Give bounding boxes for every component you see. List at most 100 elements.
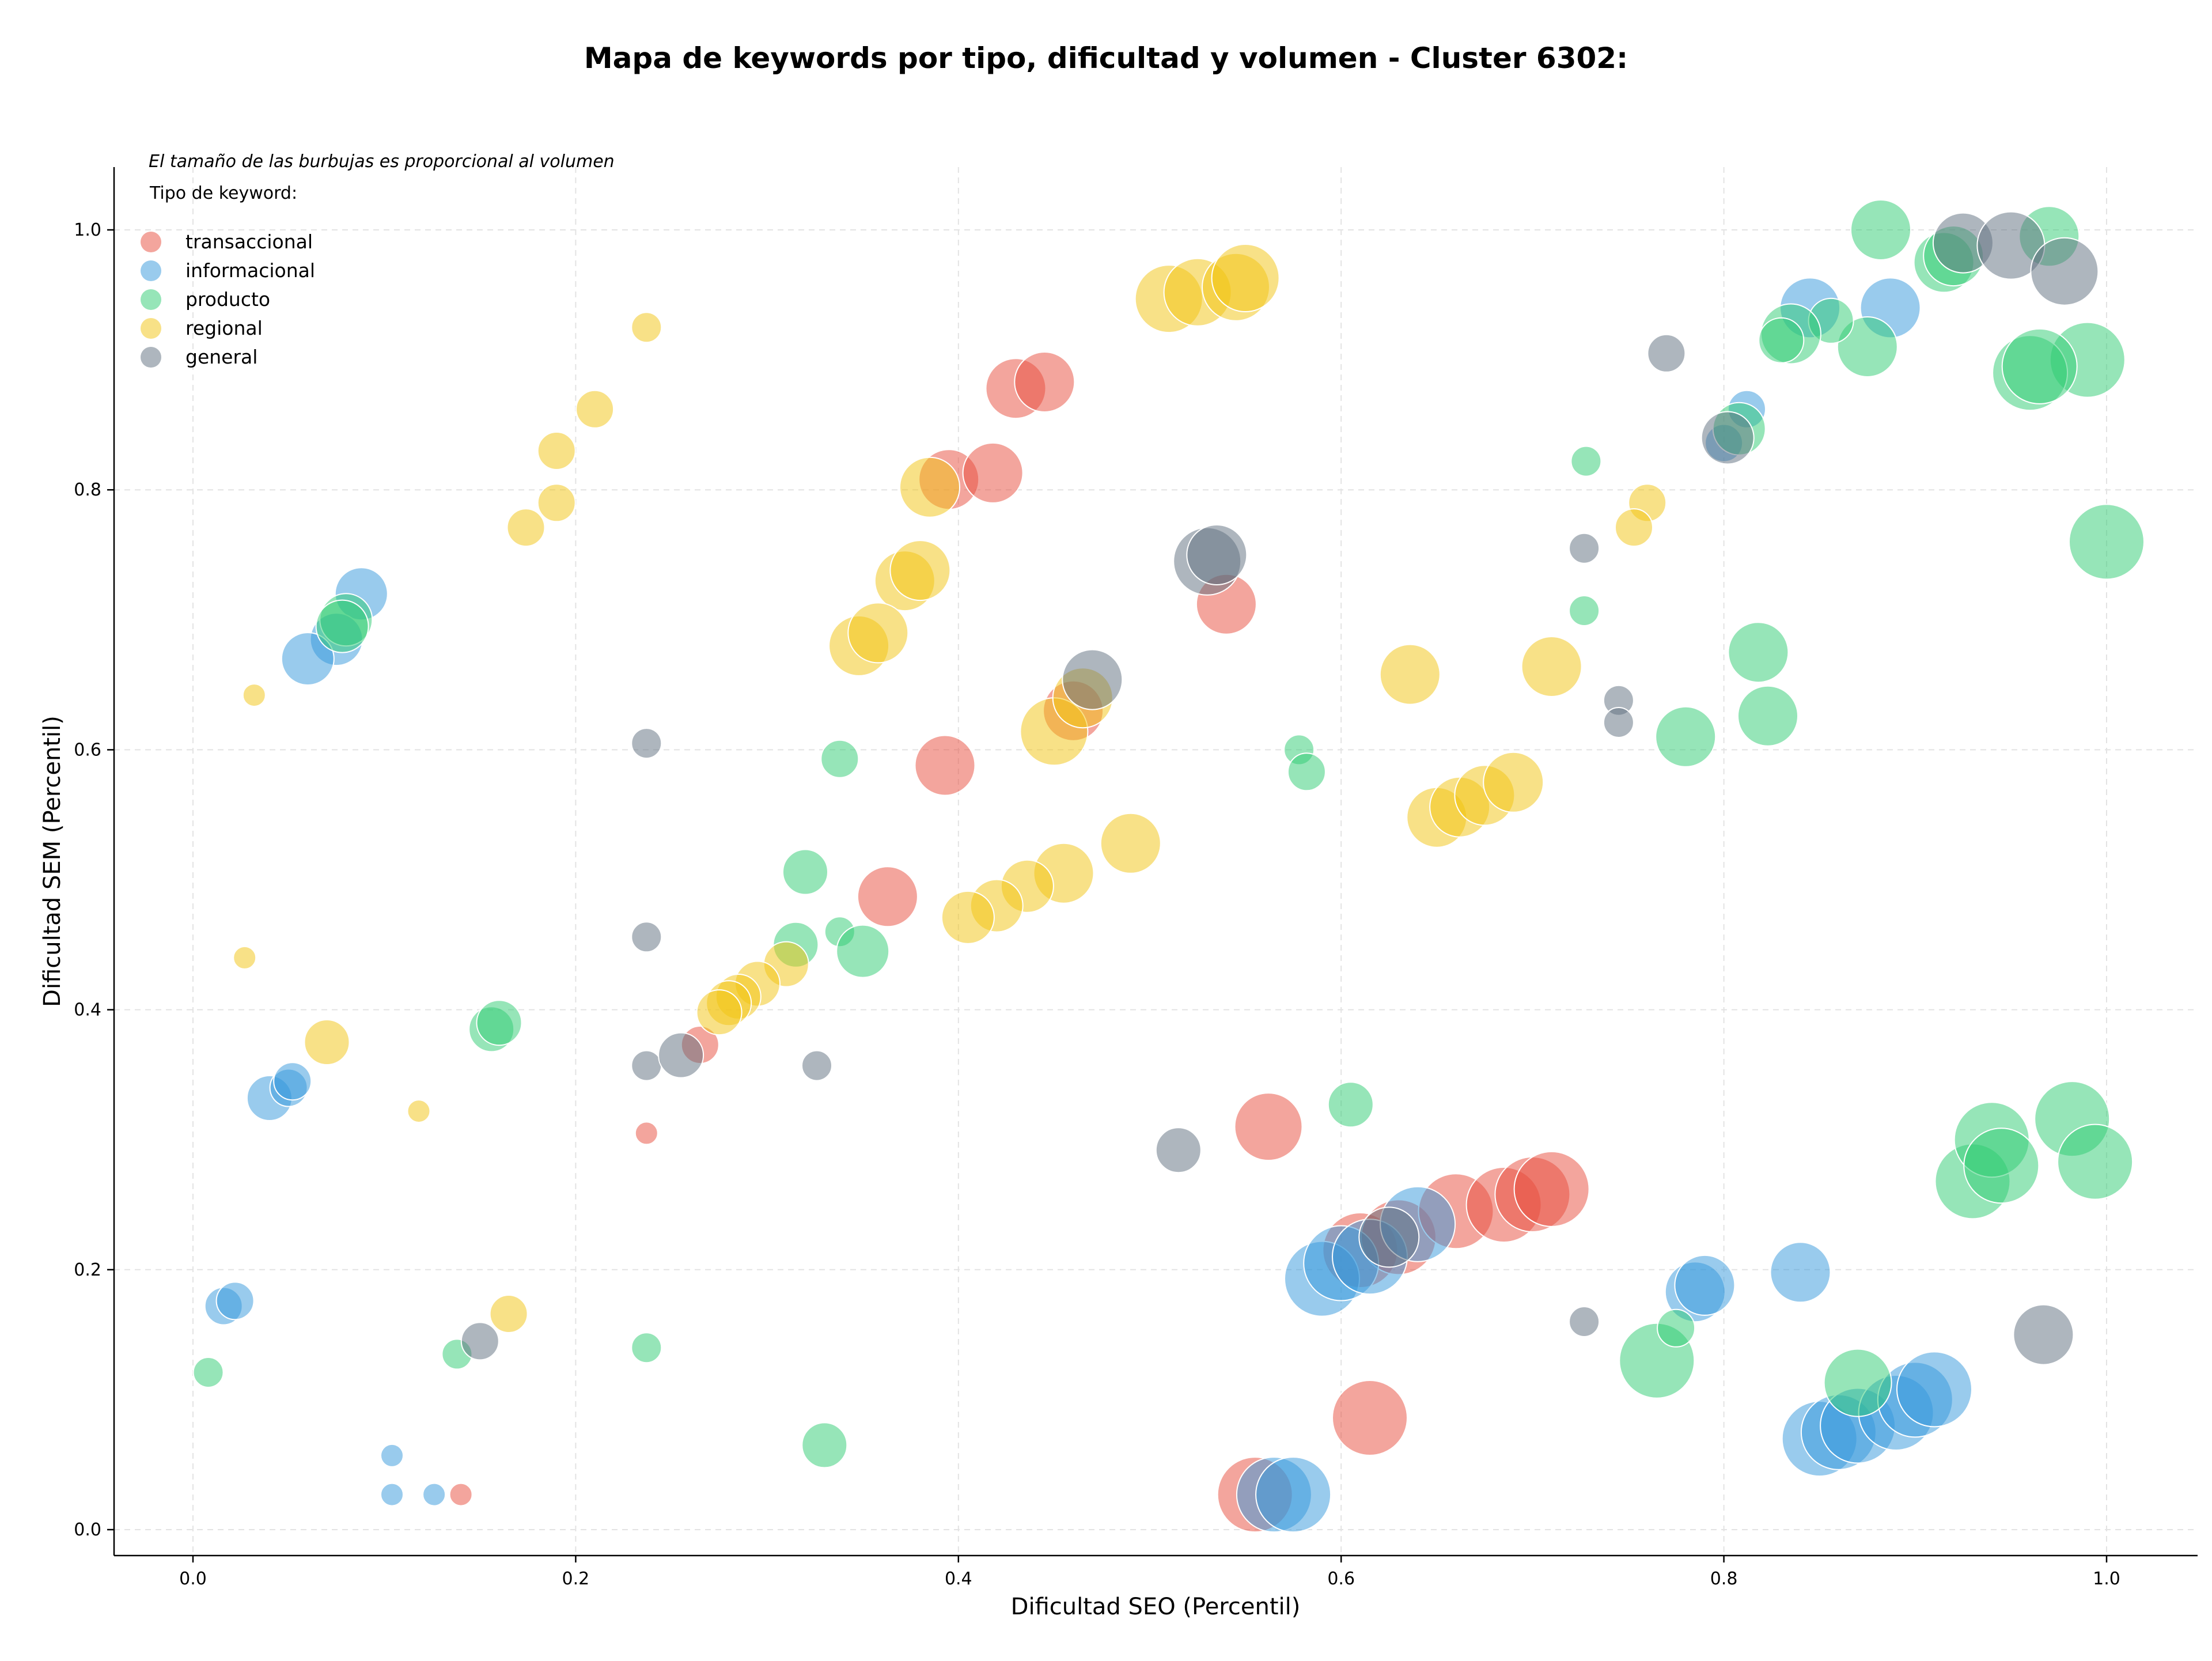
bubble-regional: [631, 312, 662, 343]
bubble-general: [1647, 334, 1686, 373]
legend-marker-transaccional: [141, 232, 161, 252]
bubble-producto: [1327, 1081, 1374, 1128]
bubble-informacional: [1255, 1456, 1332, 1533]
bubble-size-note: El tamaño de las burbujas es proporciona…: [149, 152, 615, 172]
bubble-producto: [315, 599, 369, 653]
bubble-general: [631, 1050, 662, 1081]
bubble-producto: [1836, 316, 1898, 377]
x-axis-label: Dificultad SEO (Percentil): [1011, 1594, 1301, 1620]
bubble-informacional: [1770, 1242, 1831, 1303]
x-tick-label: 0.4: [945, 1569, 972, 1589]
bubble-informacional: [215, 1281, 255, 1321]
bubble-regional: [575, 389, 615, 429]
bubble-producto: [1823, 1348, 1892, 1417]
bubble-regional: [899, 456, 960, 518]
bubble-informacional: [1674, 1254, 1736, 1316]
bubble-layer: [192, 199, 2145, 1533]
bubble-transaccional: [857, 866, 918, 928]
bubble-producto: [1657, 1308, 1696, 1348]
bubble-regional: [407, 1099, 431, 1123]
bubble-general: [1186, 524, 1248, 585]
legend-marker-general: [141, 347, 161, 368]
y-tick-label: 1.0: [74, 220, 101, 240]
y-tick-label: 0.2: [74, 1260, 101, 1280]
bubble-transaccional: [914, 735, 976, 796]
bubble-producto: [2001, 328, 2078, 404]
bubble-regional: [233, 945, 257, 970]
bubble-producto: [820, 739, 859, 778]
y-axis-label: Dificultad SEM (Percentil): [39, 716, 66, 1007]
bubble-informacional: [422, 1482, 446, 1507]
bubble-regional: [242, 683, 266, 707]
bubble-regional: [1100, 812, 1161, 874]
bubble-general: [1155, 1127, 1202, 1174]
bubble-regional: [304, 1019, 350, 1065]
y-tick-label: 0.6: [74, 740, 101, 760]
bubble-informacional: [380, 1443, 404, 1467]
bubble-producto: [836, 924, 890, 978]
bubble-regional: [889, 540, 951, 601]
legend-marker-informacional: [141, 260, 161, 281]
bubble-general: [2030, 237, 2099, 306]
bubble-transaccional: [1513, 1151, 1590, 1227]
legend: Tipo de keyword: transaccional informacio…: [141, 183, 315, 368]
bubble-general: [2013, 1304, 2074, 1365]
bubble-producto: [1758, 317, 1805, 364]
bubble-producto: [1569, 595, 1600, 626]
legend-label-transaccional: transaccional: [185, 230, 313, 253]
bubble-producto: [1963, 1127, 2040, 1204]
bubble-producto: [1287, 752, 1326, 792]
bubble-regional: [537, 432, 576, 470]
bubble-informacional: [1896, 1351, 1972, 1428]
bubble-producto: [1850, 199, 1911, 260]
legend-title: Tipo de keyword:: [149, 183, 297, 203]
bubble-transaccional: [1014, 351, 1075, 413]
bubble-regional: [1379, 644, 1441, 705]
bubble-producto: [1728, 622, 1789, 683]
bubble-regional: [1615, 508, 1653, 547]
bubble-transaccional: [634, 1121, 658, 1145]
x-tick-label: 1.0: [2093, 1569, 2120, 1589]
chart-title: Mapa de keywords por tipo, dificultad y …: [584, 41, 1628, 75]
bubble-transaccional: [1234, 1092, 1303, 1161]
bubble-regional: [847, 602, 909, 664]
bubble-general: [801, 1050, 832, 1081]
bubble-producto: [1737, 685, 1798, 747]
bubble-general: [1569, 532, 1600, 564]
x-tick-label: 0.0: [179, 1569, 207, 1589]
legend-label-regional: regional: [185, 317, 263, 339]
bubble-general: [631, 728, 662, 759]
bubble-producto: [2057, 1123, 2134, 1200]
y-tick-label: 0.0: [74, 1520, 101, 1540]
legend-marker-regional: [141, 318, 161, 339]
bubble-transaccional: [962, 442, 1024, 504]
bubble-regional: [506, 508, 546, 547]
bubble-informacional: [380, 1482, 404, 1507]
bubble-producto: [476, 1000, 522, 1046]
bubble-regional: [941, 890, 995, 944]
bubble-regional: [696, 989, 743, 1036]
bubble-producto: [192, 1357, 224, 1388]
x-tick-label: 0.8: [1710, 1569, 1738, 1589]
bubble-transaccional: [1332, 1380, 1408, 1456]
legend-label-producto: producto: [185, 288, 270, 311]
bubble-producto: [2069, 504, 2145, 580]
x-tick-label: 0.6: [1327, 1569, 1355, 1589]
bubble-general: [1569, 1306, 1600, 1337]
bubble-producto: [1655, 706, 1717, 767]
legend-label-general: general: [185, 346, 257, 368]
x-tick-label: 0.2: [562, 1569, 590, 1589]
bubble-regional: [1521, 636, 1582, 697]
bubble-general: [631, 921, 662, 953]
y-tick-label: 0.8: [74, 480, 101, 500]
bubble-general: [1603, 707, 1634, 738]
bubble-producto: [801, 1422, 848, 1469]
bubble-general: [460, 1322, 499, 1361]
bubble-regional: [537, 483, 576, 523]
bubble-general: [658, 1032, 704, 1079]
bubble-producto: [631, 1332, 662, 1364]
bubble-transaccional: [449, 1482, 473, 1507]
legend-label-informacional: informacional: [185, 259, 315, 282]
bubble-producto: [782, 849, 828, 895]
